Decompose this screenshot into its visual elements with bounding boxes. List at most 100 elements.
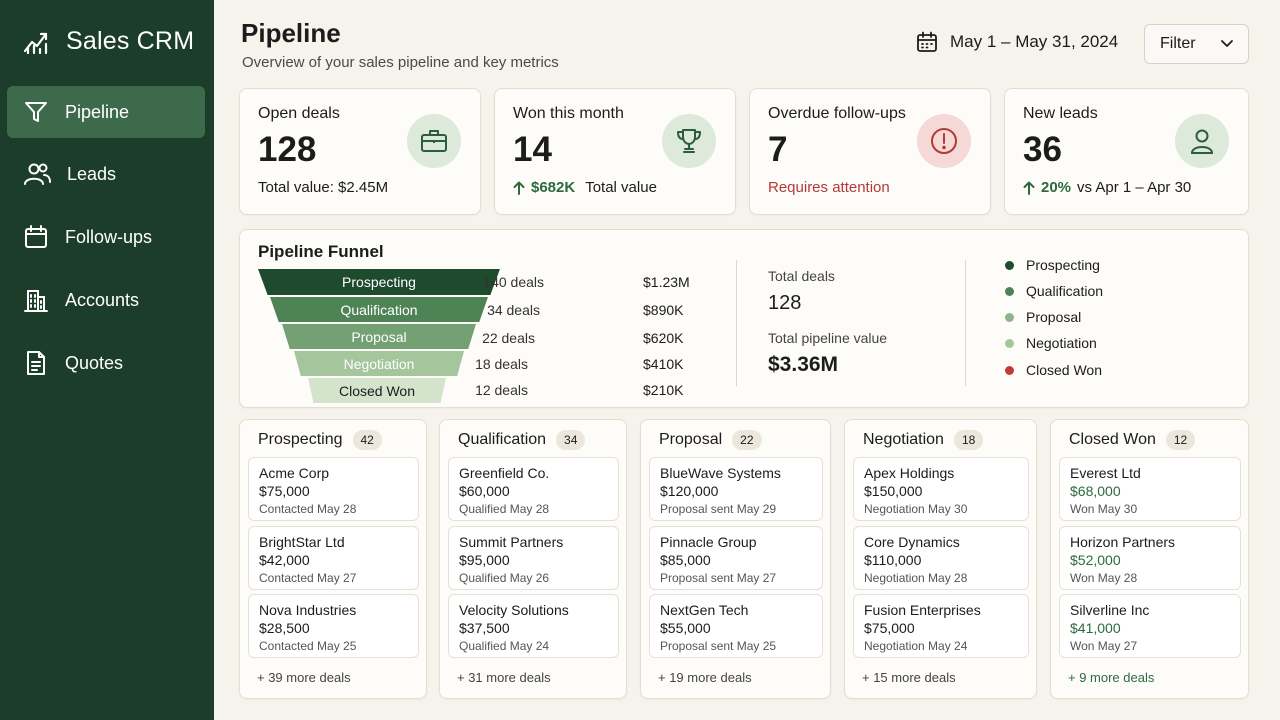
kpi-label: New leads: [1023, 105, 1098, 122]
deal-name: Greenfield Co.: [459, 465, 550, 481]
deal-card[interactable]: Silverline Inc $41,000 Won May 27: [1059, 594, 1241, 658]
column-qualification: Qualification 34 Greenfield Co. $60,000 Qu…: [439, 419, 627, 699]
deal-amount: $75,000: [864, 620, 915, 636]
more-deals-link[interactable]: + 39 more deals: [257, 670, 351, 685]
kpi-foot: $682K Total value: [513, 179, 657, 196]
deal-name: Everest Ltd: [1070, 465, 1141, 481]
kpi-foot-text: Total value: $2.45M: [258, 179, 389, 196]
deal-amount: $85,000: [660, 552, 711, 568]
deal-card[interactable]: BrightStar Ltd $42,000 Contacted May 27: [248, 526, 419, 590]
column-proposal: Proposal 22 BlueWave Systems $120,000 Prop…: [640, 419, 831, 699]
kpi-foot-highlight: 20%: [1041, 179, 1072, 196]
date-range-picker[interactable]: May 1 – May 31, 2024: [916, 31, 1118, 53]
kpi-label: Overdue follow-ups: [768, 105, 906, 122]
column-header[interactable]: Negotiation 18: [863, 430, 984, 450]
kpi-card-won-this-month[interactable]: Won this month 14 $682K Total value: [494, 88, 736, 215]
deal-name: BrightStar Ltd: [259, 534, 345, 550]
sidebar-item-label: Pipeline: [65, 101, 130, 122]
legend-item: Negotiation: [1005, 335, 1097, 351]
column-count-badge: 34: [556, 430, 586, 450]
stage-deal-count: 18 deals: [475, 356, 528, 372]
funnel-stage-negotiation[interactable]: Negotiation: [294, 351, 464, 376]
alert-icon: [917, 114, 971, 168]
filter-button[interactable]: Filter: [1144, 24, 1249, 64]
deal-card[interactable]: Greenfield Co. $60,000 Qualified May 28: [448, 457, 619, 521]
arrow-up-icon: [513, 181, 525, 195]
deal-card[interactable]: BlueWave Systems $120,000 Proposal sent Ma…: [649, 457, 823, 521]
more-deals-link[interactable]: + 9 more deals: [1068, 670, 1155, 685]
deal-card[interactable]: Acme Corp $75,000 Contacted May 28: [248, 457, 419, 521]
deal-card[interactable]: Apex Holdings $150,000 Negotiation May 30: [853, 457, 1029, 521]
more-deals-link[interactable]: + 31 more deals: [457, 670, 551, 685]
total-deals-value: 128: [768, 292, 802, 314]
date-range-label: May 1 – May 31, 2024: [950, 32, 1119, 51]
sidebar-item-label: Quotes: [65, 352, 124, 373]
kpi-card-overdue-follow-ups[interactable]: Overdue follow-ups 7 Requires attention: [749, 88, 991, 215]
sidebar-item-follow-ups[interactable]: Follow-ups: [7, 211, 205, 263]
funnel-stage-prospecting[interactable]: Prospecting: [258, 269, 500, 295]
sidebar-item-pipeline[interactable]: Pipeline: [7, 86, 205, 138]
deal-card[interactable]: Everest Ltd $68,000 Won May 30: [1059, 457, 1241, 521]
deal-amount: $75,000: [259, 483, 310, 499]
deal-name: NextGen Tech: [660, 602, 749, 618]
kpi-foot: Total value: $2.45M: [258, 179, 388, 196]
deal-note: Qualified May 26: [459, 571, 550, 585]
column-title: Qualification: [458, 431, 547, 448]
deal-note: Qualified May 28: [459, 502, 550, 516]
more-deals-link[interactable]: + 15 more deals: [862, 670, 956, 685]
deal-amount: $60,000: [459, 483, 510, 499]
chevron-down-icon: [1220, 40, 1233, 47]
deal-name: Fusion Enterprises: [864, 602, 981, 618]
deal-note: Won May 27: [1070, 639, 1138, 653]
deal-card[interactable]: Core Dynamics $110,000 Negotiation May 28: [853, 526, 1029, 590]
deal-card[interactable]: Pinnacle Group $85,000 Proposal sent May 2…: [649, 526, 823, 590]
deal-name: Horizon Partners: [1070, 534, 1176, 550]
page-subtitle: Overview of your sales pipeline and key …: [242, 54, 559, 71]
deal-note: Negotiation May 24: [864, 639, 968, 653]
column-header[interactable]: Prospecting 42: [258, 430, 382, 450]
deal-card[interactable]: Velocity Solutions $37,500 Qualified May 2…: [448, 594, 619, 658]
legend-label: Negotiation: [1026, 335, 1097, 351]
brand[interactable]: Sales CRM: [22, 26, 194, 56]
funnel-stage-proposal[interactable]: Proposal: [282, 324, 476, 349]
total-value: $3.36M: [768, 353, 839, 376]
column-header[interactable]: Qualification 34: [458, 430, 586, 450]
more-deals-link[interactable]: + 19 more deals: [658, 670, 752, 685]
kpi-value: 36: [1023, 130, 1062, 169]
deal-amount: $110,000: [864, 552, 922, 568]
kpi-foot: Requires attention: [768, 179, 890, 196]
column-header[interactable]: Closed Won 12: [1069, 430, 1196, 450]
kpi-foot-text: Total value: [585, 179, 657, 196]
deal-card[interactable]: NextGen Tech $55,000 Proposal sent May 25: [649, 594, 823, 658]
column-closed-won: Closed Won 12 Everest Ltd $68,000 Won May …: [1050, 419, 1249, 699]
column-title: Closed Won: [1069, 431, 1156, 448]
kpi-card-new-leads[interactable]: New leads 36 20% vs Apr 1 – Apr 30: [1004, 88, 1249, 215]
deal-card[interactable]: Nova Industries $28,500 Contacted May 25: [248, 594, 419, 658]
deal-name: Apex Holdings: [864, 465, 955, 481]
funnel-stage-closed-won[interactable]: Closed Won: [308, 378, 446, 403]
deal-card[interactable]: Fusion Enterprises $75,000 Negotiation May…: [853, 594, 1029, 658]
funnel-stage-qualification[interactable]: Qualification: [270, 297, 488, 322]
divider: [736, 260, 737, 386]
chart-logo-icon: [23, 32, 48, 55]
sidebar-item-label: Follow-ups: [65, 226, 153, 247]
deal-name: Summit Partners: [459, 534, 564, 550]
legend-label: Qualification: [1026, 283, 1104, 299]
column-header[interactable]: Proposal 22: [659, 430, 762, 450]
sidebar-item-quotes[interactable]: Quotes: [7, 337, 205, 389]
column-title: Proposal: [659, 431, 723, 448]
column-prospecting: Prospecting 42 Acme Corp $75,000 Contacted…: [239, 419, 427, 699]
deal-card[interactable]: Horizon Partners $52,000 Won May 28: [1059, 526, 1241, 590]
deal-note: Won May 30: [1070, 502, 1138, 516]
funnel-title: Pipeline Funnel: [258, 242, 384, 261]
deal-card[interactable]: Summit Partners $95,000 Qualified May 26: [448, 526, 619, 590]
deal-note: Proposal sent May 29: [660, 502, 777, 516]
kpi-card-open-deals[interactable]: Open deals 128 Total value: $2.45M: [239, 88, 481, 215]
calendar-icon: [917, 31, 937, 52]
sidebar-item-leads[interactable]: Leads: [7, 148, 205, 200]
sidebar-item-accounts[interactable]: Accounts: [7, 274, 205, 326]
trophy-icon: [662, 114, 716, 168]
deal-amount: $52,000: [1070, 552, 1121, 568]
stage-value: $210K: [643, 382, 684, 398]
sidebar: Sales CRM Pipeline Leads Follow-ups Acco…: [0, 0, 214, 720]
